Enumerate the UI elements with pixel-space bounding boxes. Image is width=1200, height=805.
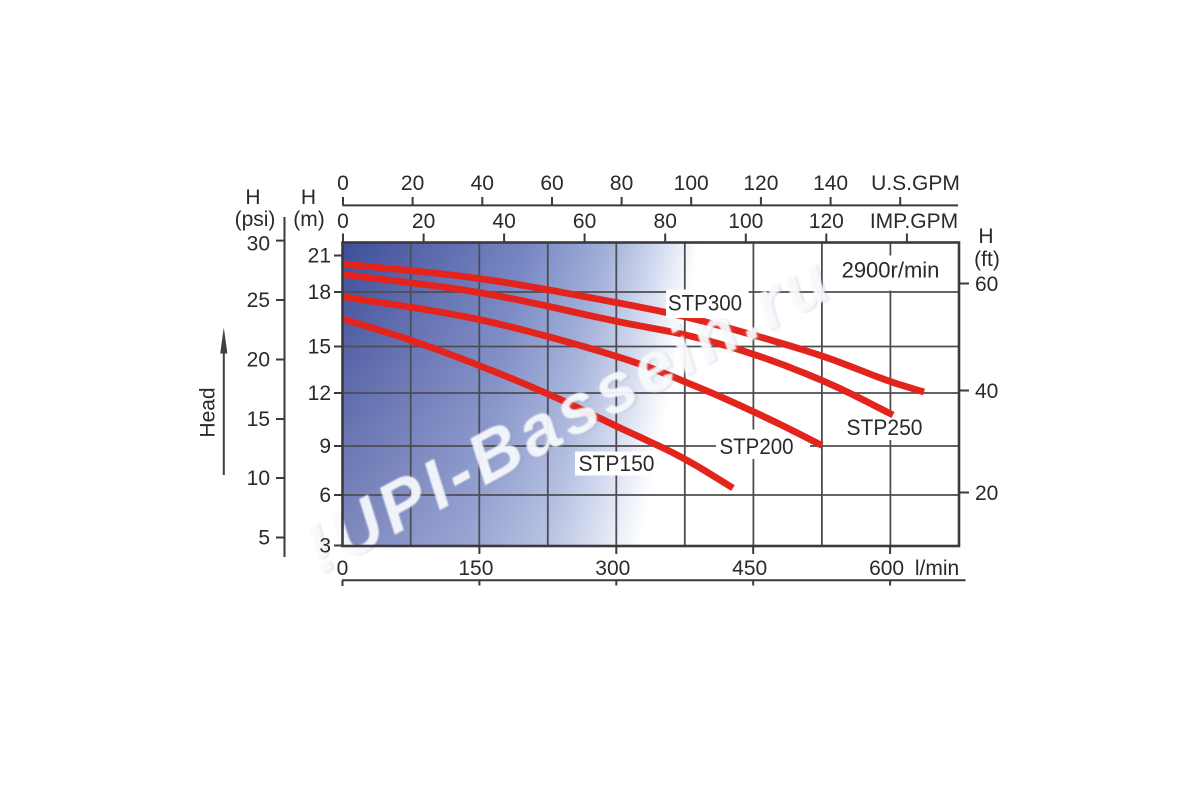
svg-text:60: 60 bbox=[540, 172, 563, 195]
svg-text:20: 20 bbox=[975, 482, 998, 505]
svg-text:21: 21 bbox=[308, 245, 331, 268]
svg-text:10: 10 bbox=[247, 467, 270, 490]
svg-text:STP150: STP150 bbox=[579, 451, 655, 476]
svg-text:9: 9 bbox=[319, 435, 331, 458]
svg-text:600: 600 bbox=[869, 557, 904, 580]
svg-text:40: 40 bbox=[471, 172, 494, 195]
svg-text:l/min: l/min bbox=[915, 557, 959, 580]
svg-text:20: 20 bbox=[247, 349, 270, 372]
svg-text:140: 140 bbox=[813, 172, 848, 195]
svg-text:25: 25 bbox=[247, 289, 270, 312]
svg-text:60: 60 bbox=[975, 273, 998, 296]
svg-text:80: 80 bbox=[610, 172, 633, 195]
svg-text:STP200: STP200 bbox=[720, 434, 794, 459]
svg-text:300: 300 bbox=[595, 557, 630, 580]
svg-text:3: 3 bbox=[319, 535, 331, 558]
svg-text:40: 40 bbox=[492, 210, 515, 233]
svg-text:0: 0 bbox=[337, 210, 349, 233]
svg-text:5: 5 bbox=[258, 527, 270, 550]
svg-text:30: 30 bbox=[247, 233, 270, 256]
svg-text:20: 20 bbox=[401, 172, 424, 195]
svg-text:18: 18 bbox=[308, 281, 331, 304]
svg-text:(ft): (ft) bbox=[974, 248, 1000, 271]
svg-text:15: 15 bbox=[247, 408, 270, 431]
svg-text:STP250: STP250 bbox=[847, 415, 923, 440]
svg-text:60: 60 bbox=[573, 210, 596, 233]
svg-text:2900r/min: 2900r/min bbox=[842, 258, 940, 283]
svg-text:(psi): (psi) bbox=[235, 208, 276, 231]
svg-text:100: 100 bbox=[728, 210, 763, 233]
svg-text:120: 120 bbox=[743, 172, 778, 195]
svg-text:(m): (m) bbox=[293, 208, 324, 231]
svg-text:100: 100 bbox=[674, 172, 709, 195]
svg-text:STP300: STP300 bbox=[668, 290, 742, 315]
svg-text:150: 150 bbox=[458, 557, 493, 580]
svg-text:0: 0 bbox=[337, 557, 349, 580]
svg-text:12: 12 bbox=[308, 382, 331, 405]
svg-text:Head: Head bbox=[197, 387, 220, 437]
svg-text:H: H bbox=[978, 225, 993, 248]
svg-text:H: H bbox=[245, 186, 260, 209]
svg-text:0: 0 bbox=[337, 172, 349, 195]
svg-text:450: 450 bbox=[732, 557, 767, 580]
svg-text:H: H bbox=[301, 186, 316, 209]
svg-text:6: 6 bbox=[319, 484, 331, 507]
svg-text:15: 15 bbox=[308, 336, 331, 359]
svg-text:20: 20 bbox=[412, 210, 435, 233]
svg-text:80: 80 bbox=[654, 210, 677, 233]
svg-text:U.S.GPM: U.S.GPM bbox=[871, 172, 960, 195]
svg-text:120: 120 bbox=[809, 210, 844, 233]
svg-text:IMP.GPM: IMP.GPM bbox=[870, 210, 958, 233]
svg-text:40: 40 bbox=[975, 380, 998, 403]
